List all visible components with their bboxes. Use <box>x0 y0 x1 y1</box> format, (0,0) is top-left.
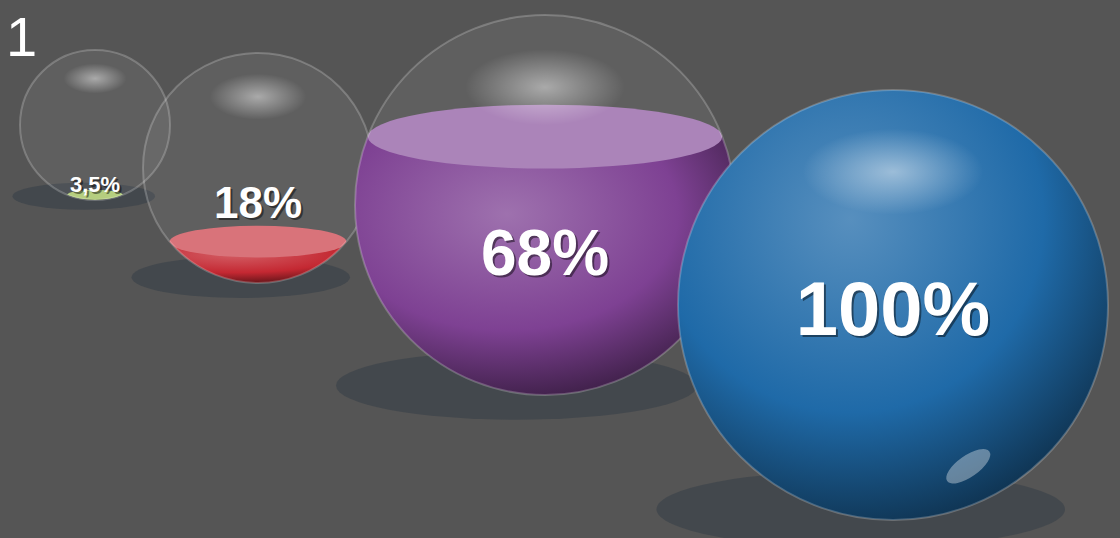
svg-text:100%: 100% <box>796 266 990 351</box>
svg-text:3,5%: 3,5% <box>70 172 120 197</box>
svg-text:18%: 18% <box>214 178 302 227</box>
svg-text:68%: 68% <box>481 217 609 289</box>
svg-text:1: 1 <box>6 5 37 68</box>
